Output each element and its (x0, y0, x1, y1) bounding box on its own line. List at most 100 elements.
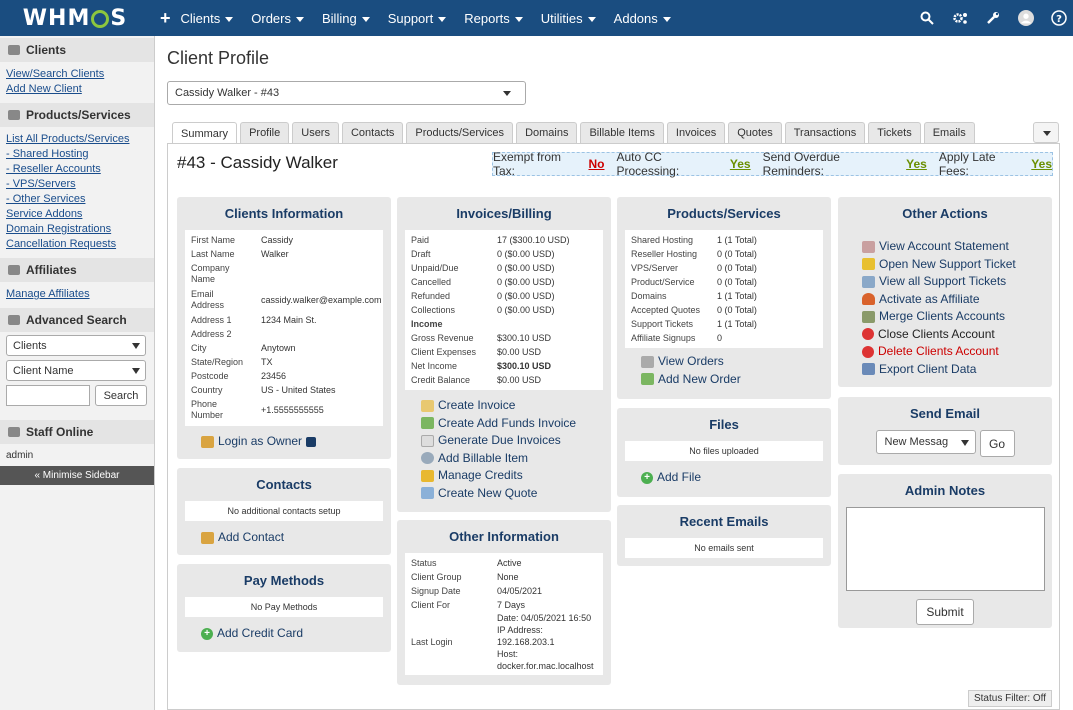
exempt-tax-toggle[interactable]: No (588, 157, 605, 171)
delete-clients-account-link[interactable]: Delete Clients Account (862, 343, 1044, 361)
action-label: Add New Order (658, 371, 741, 386)
search-icon[interactable] (919, 10, 935, 26)
admin-notes-textarea[interactable] (846, 507, 1045, 591)
nav-reports[interactable]: Reports (464, 11, 523, 26)
avatar[interactable] (1018, 10, 1034, 26)
sidebar-link-view-search-clients[interactable]: View/Search Clients (6, 68, 105, 80)
nav-clients[interactable]: Clients (181, 11, 234, 26)
recent-emails-empty-message: No emails sent (625, 538, 823, 558)
client-select[interactable]: Cassidy Walker - #43 (167, 81, 526, 105)
tab-billable-items[interactable]: Billable Items (580, 122, 664, 143)
contacts-box: Contacts No additional contacts setup Ad… (177, 468, 391, 555)
field-label: City (191, 343, 207, 353)
create-add-funds-invoice-link[interactable]: Create Add Funds Invoice (421, 415, 603, 433)
add-file-link[interactable]: + Add File (641, 469, 823, 487)
quick-add-button[interactable]: + (160, 7, 171, 28)
plus-circle-icon: + (201, 627, 213, 640)
exchange-icon (8, 265, 20, 275)
sidebar-link-cancellation-requests[interactable]: Cancellation Requests (6, 238, 117, 250)
pay-methods-empty-message: No Pay Methods (185, 597, 383, 617)
send-email-go-button[interactable]: Go (979, 430, 1015, 457)
search-input[interactable] (6, 385, 90, 406)
tab-transactions[interactable]: Transactions (784, 122, 866, 143)
tab-quotes[interactable]: Quotes (728, 122, 782, 143)
tab-invoices[interactable]: Invoices (666, 122, 726, 143)
field-value: 0 (717, 333, 723, 343)
tab-profile[interactable]: Profile (240, 122, 290, 143)
gears-icon[interactable] (952, 10, 968, 26)
view-all-support-tickets-link[interactable]: View all Support Tickets (862, 273, 1044, 291)
activate-as-affiliate-link[interactable]: Activate as Affiliate (862, 291, 1044, 309)
nav-support[interactable]: Support (388, 11, 447, 26)
view-account-statement-link[interactable]: View Account Statement (862, 238, 1044, 256)
action-label: Add Billable Item (438, 450, 529, 465)
search-type-select[interactable]: Clients (6, 335, 146, 356)
tab-emails[interactable]: Emails (923, 122, 975, 143)
wrench-icon[interactable] (985, 10, 1001, 26)
tabs-more-dropdown[interactable] (1033, 122, 1059, 143)
tab-products-services[interactable]: Products/Services (406, 122, 514, 143)
sidebar-link-add-new-client[interactable]: Add New Client (6, 83, 82, 95)
coins-icon (421, 469, 434, 482)
sidebar-link-shared-hosting[interactable]: - Shared Hosting (6, 148, 89, 160)
tab-domains[interactable]: Domains (516, 122, 578, 143)
export-icon (862, 363, 875, 376)
action-label: Delete Clients Account (878, 344, 999, 358)
late-fees-toggle[interactable]: Yes (1031, 157, 1052, 171)
status-filter-toggle[interactable]: Status Filter: Off (968, 690, 1052, 707)
add-user-icon (201, 531, 214, 544)
add-billable-item-link[interactable]: Add Billable Item (421, 450, 603, 468)
box-title: Files (709, 417, 739, 432)
sidebar-link-domain-registrations[interactable]: Domain Registrations (6, 223, 112, 235)
add-contact-link[interactable]: Add Contact (201, 529, 383, 547)
add-new-order-link[interactable]: Add New Order (641, 371, 823, 389)
tab-users[interactable]: Users (292, 122, 339, 143)
action-label: Export Client Data (879, 361, 977, 376)
close-clients-account-link[interactable]: Close Clients Account (862, 326, 1044, 344)
search-button[interactable]: Search (95, 385, 147, 406)
files-empty-message: No files uploaded (625, 441, 823, 461)
recent-emails-box: Recent Emails No emails sent (617, 505, 831, 566)
nav-addons[interactable]: Addons (614, 11, 671, 26)
login-as-owner-link[interactable]: Login as Owner (201, 433, 383, 451)
sidebar-link-service-addons[interactable]: Service Addons (6, 208, 83, 220)
export-client-data-link[interactable]: Export Client Data (862, 361, 1044, 379)
overdue-reminders-toggle[interactable]: Yes (906, 157, 927, 171)
delete-circle-icon (862, 345, 874, 358)
whmcs-logo[interactable]: WHM S (22, 5, 128, 31)
box-title: Pay Methods (243, 573, 325, 588)
nav-utilities[interactable]: Utilities (541, 11, 596, 26)
send-email-box: Send Email New Messag Go (838, 397, 1052, 465)
sidebar-link-other-services[interactable]: - Other Services (6, 193, 86, 205)
add-credit-card-link[interactable]: + Add Credit Card (201, 625, 383, 643)
tab-tickets[interactable]: Tickets (868, 122, 921, 143)
sidebar: Clients View/Search Clients Add New Clie… (0, 36, 155, 710)
sidebar-link-list-products[interactable]: List All Products/Services (6, 133, 130, 145)
field-value: Active (497, 558, 522, 568)
action-label: Open New Support Ticket (879, 256, 1016, 271)
nav-orders[interactable]: Orders (251, 11, 304, 26)
merge-clients-accounts-link[interactable]: Merge Clients Accounts (862, 308, 1044, 326)
minimise-sidebar-button[interactable]: « Minimise Sidebar (0, 466, 154, 485)
create-invoice-link[interactable]: Create Invoice (421, 397, 603, 415)
help-icon[interactable]: ? (1051, 10, 1067, 26)
sidebar-link-vps-servers[interactable]: - VPS/Servers (6, 178, 76, 190)
email-template-select[interactable]: New Messag (875, 430, 976, 454)
tab-contacts[interactable]: Contacts (341, 122, 404, 143)
clients-info-table: First Name Cassidy Last Name Walker Compan… (185, 230, 383, 426)
open-new-support-ticket-link[interactable]: Open New Support Ticket (862, 256, 1044, 274)
create-new-quote-link[interactable]: Create New Quote (421, 485, 603, 503)
manage-credits-link[interactable]: Manage Credits (421, 467, 603, 485)
sidebar-link-reseller-accounts[interactable]: - Reseller Accounts (6, 163, 101, 175)
sidebar-link-manage-affiliates[interactable]: Manage Affiliates (6, 288, 90, 300)
view-orders-link[interactable]: View Orders (641, 353, 823, 371)
generate-due-invoices-link[interactable]: Generate Due Invoices (421, 432, 603, 450)
admin-notes-submit-button[interactable]: Submit (916, 599, 974, 625)
search-field-select[interactable]: Client Name (6, 360, 146, 381)
action-label: Create Invoice (438, 398, 516, 412)
search-type-value: Clients (13, 339, 47, 352)
tab-summary[interactable]: Summary (172, 122, 238, 144)
auto-cc-toggle[interactable]: Yes (729, 157, 751, 171)
nav-billing[interactable]: Billing (322, 11, 370, 26)
products-services-box: Products/Services Shared Hosting 1 (1 Tot… (617, 197, 831, 399)
